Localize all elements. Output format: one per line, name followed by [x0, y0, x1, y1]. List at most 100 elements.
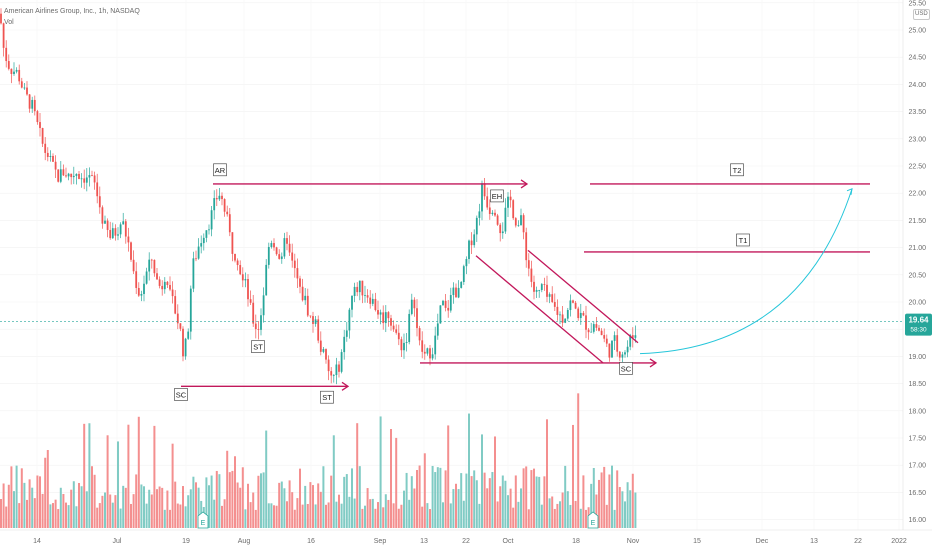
- candle-body: [52, 155, 54, 162]
- candle-body: [377, 310, 379, 315]
- candle-body: [335, 364, 338, 376]
- candle-body: [291, 252, 294, 261]
- volume-bar: [189, 489, 192, 528]
- candle-body: [585, 315, 587, 330]
- annotation-box: [213, 163, 227, 177]
- volume-label: Vol: [4, 19, 14, 26]
- volume-bar: [5, 506, 8, 528]
- candle-body: [275, 247, 278, 255]
- price-tag-value: 19.64: [908, 316, 929, 325]
- candle-body: [54, 161, 57, 170]
- candle-body: [475, 217, 478, 235]
- candle-body: [527, 260, 530, 269]
- candle-body: [265, 264, 268, 296]
- volume-bar: [509, 488, 512, 528]
- candle-body: [267, 246, 270, 265]
- price-tick-label: 16.50: [908, 490, 926, 497]
- volume-bar: [616, 470, 619, 528]
- candle-body: [226, 211, 229, 215]
- volume-bar: [431, 465, 434, 528]
- volume-bar: [119, 508, 122, 528]
- volume-bar: [546, 419, 548, 528]
- volume-bar: [496, 501, 499, 528]
- candle-body: [195, 258, 197, 260]
- volume-bar: [161, 487, 164, 528]
- volume-bar: [512, 507, 515, 528]
- candle-body: [236, 260, 239, 266]
- currency-badge[interactable]: USD: [913, 9, 930, 20]
- candle-body: [330, 371, 333, 376]
- candle-body: [358, 280, 361, 293]
- volume-bar: [598, 479, 600, 528]
- candle-body: [322, 349, 325, 352]
- volume-bar: [156, 489, 158, 528]
- volume-bar: [603, 466, 606, 528]
- candle-body: [582, 312, 585, 316]
- candle-body: [530, 268, 533, 282]
- volume-bar: [215, 470, 218, 528]
- annotation-box: [251, 340, 265, 353]
- candle-body: [122, 221, 125, 225]
- price-axis[interactable]: 16.0016.5017.0017.5018.0018.5019.0019.50…: [902, 0, 926, 530]
- price-tick-label: 24.00: [908, 82, 926, 89]
- candle-body: [507, 196, 509, 208]
- volume-bar: [59, 487, 62, 528]
- volume-bar: [252, 492, 255, 528]
- time-axis[interactable]: 14 Jul 19 Aug 16 Sep 13 22 Oct 18 Nov 15 Dec 13 22 2022: [0, 529, 932, 545]
- volume-bar: [317, 483, 320, 528]
- time-tick-label: 15: [693, 538, 701, 545]
- candle-body: [392, 325, 395, 330]
- candle-body: [59, 169, 62, 182]
- volume-bar: [270, 503, 273, 528]
- annotation-st: ST: [320, 390, 334, 404]
- volume-bar: [228, 472, 231, 528]
- candle-body: [434, 335, 437, 355]
- candle-body: [44, 143, 47, 153]
- candle-body: [512, 200, 515, 219]
- volume-bar: [265, 430, 268, 528]
- volume-bar: [62, 493, 65, 528]
- annotation-box: [619, 362, 633, 375]
- candle-body: [629, 335, 632, 347]
- annotation-eh: EH: [490, 189, 504, 203]
- candle-body: [462, 266, 465, 283]
- time-tick-label: 14: [33, 538, 41, 545]
- volume-bar: [218, 474, 221, 528]
- candle-body: [509, 196, 512, 201]
- price-tick-label: 17.50: [908, 436, 926, 443]
- annotation-ar: AR: [213, 163, 227, 177]
- volume-bar: [327, 502, 330, 528]
- volume-bar: [395, 437, 398, 528]
- volume-bar: [275, 505, 278, 528]
- candle-body: [143, 283, 145, 295]
- candle-body: [62, 169, 65, 176]
- volume-bar: [371, 498, 374, 528]
- candle-body: [187, 331, 190, 339]
- volume-bar: [52, 503, 54, 528]
- candle-body: [522, 215, 525, 233]
- volume-bar: [520, 488, 522, 528]
- volume-bar: [353, 498, 356, 528]
- candle-body: [278, 254, 281, 259]
- volume-bar: [470, 476, 473, 528]
- volume-bar: [197, 487, 200, 528]
- candle-body: [379, 312, 382, 315]
- candle-body: [546, 284, 548, 297]
- volume-bar: [452, 489, 455, 528]
- volume-bar: [304, 485, 307, 528]
- volume-bar: [494, 436, 496, 528]
- annotation-box: [490, 189, 504, 203]
- price-tick-label: 21.50: [908, 218, 926, 225]
- volume-bar: [171, 443, 174, 528]
- volume-bar: [629, 490, 632, 528]
- price-tick-label: 22.50: [908, 164, 926, 171]
- candle-body: [517, 225, 520, 227]
- candle-body: [88, 175, 91, 178]
- price-tick-label: 20.00: [908, 300, 926, 307]
- volume-bar: [605, 504, 608, 528]
- candle-body: [426, 348, 429, 354]
- price-tick-label: 18.50: [908, 381, 926, 388]
- volume-bar: [187, 495, 190, 528]
- volume-bar: [10, 466, 13, 528]
